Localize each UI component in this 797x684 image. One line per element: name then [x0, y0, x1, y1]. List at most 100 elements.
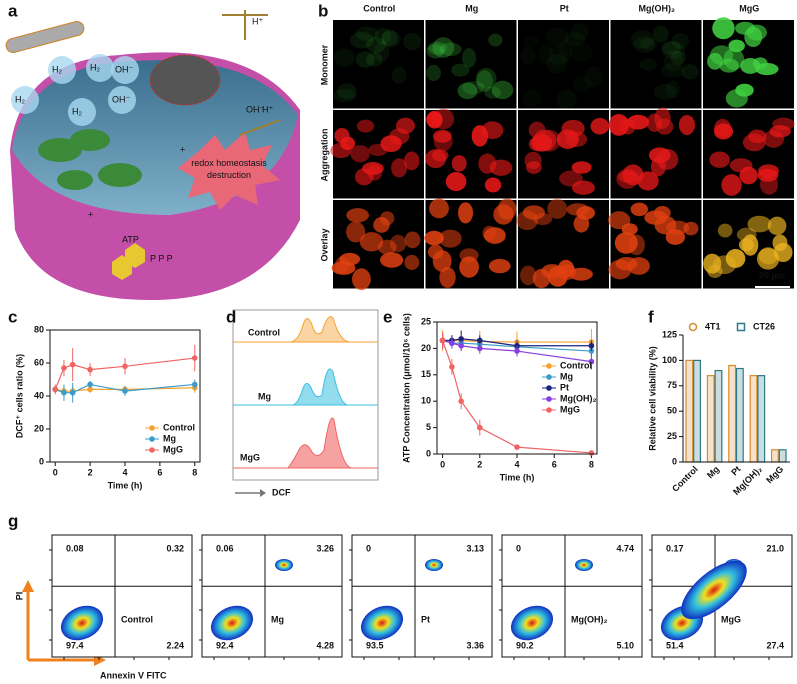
scale-label: 20 μm: [759, 270, 785, 280]
point: [458, 336, 464, 342]
cell: [546, 53, 568, 74]
cell: [433, 131, 453, 152]
point: [476, 345, 483, 352]
legend-label: MgG: [560, 404, 580, 414]
cell: [374, 28, 391, 45]
cell: [334, 48, 355, 67]
point: [514, 348, 520, 354]
nucleus: [149, 54, 221, 106]
point: [476, 424, 483, 431]
cell: [356, 119, 375, 133]
cell: [439, 266, 456, 288]
cell: [648, 147, 671, 163]
y-tick-label: 20: [34, 423, 44, 433]
cell: [482, 225, 497, 241]
mitochondrion: [98, 163, 142, 187]
density: [425, 559, 443, 571]
point: [52, 386, 59, 393]
cell: [522, 89, 542, 108]
cell: [366, 36, 387, 54]
cell: [351, 268, 371, 291]
panel-letter: e: [383, 307, 392, 326]
cell: [653, 25, 669, 43]
cell: [630, 202, 648, 217]
plot-frame: [49, 329, 201, 463]
point: [588, 348, 595, 354]
cell: [432, 250, 452, 272]
legend-label: Control: [560, 360, 592, 370]
point: [588, 358, 595, 365]
x-tick-label: 2: [477, 459, 482, 469]
histogram: [291, 368, 349, 406]
cell: [377, 239, 397, 255]
illustration-label: H⁺: [252, 16, 263, 26]
balance: [239, 119, 281, 136]
x-tick-label: 8: [589, 459, 594, 469]
cell: [773, 242, 793, 263]
point: [87, 381, 93, 388]
density: [575, 559, 593, 571]
cell: [462, 48, 477, 68]
y-tick-label: 50: [667, 406, 677, 416]
y-tick-label: 15: [421, 369, 431, 379]
point: [514, 444, 520, 450]
cell: [760, 174, 779, 195]
bubble: [111, 56, 139, 84]
legend-marker: [149, 436, 155, 442]
d-label: Control: [248, 327, 280, 337]
g-y-label: PI: [14, 592, 24, 601]
d-x-label: DCF: [272, 487, 291, 497]
illustration-label: H₂: [52, 64, 62, 74]
row-label: Aggregation: [319, 129, 329, 182]
cell: [665, 229, 686, 245]
cell: [670, 50, 686, 65]
cell: [475, 67, 497, 89]
cell: [445, 172, 467, 192]
legend-marker: [546, 363, 552, 369]
plot-frame: [436, 321, 598, 455]
cell: [497, 198, 517, 220]
g-x-label: Annexin V FITC: [100, 670, 167, 680]
column-header: Pt: [560, 3, 569, 13]
cell: [746, 24, 768, 41]
cell: [459, 256, 479, 278]
cell: [628, 234, 645, 256]
legend-label: 4T1: [705, 321, 721, 331]
panel-letter: b: [318, 1, 328, 20]
bubble: [11, 86, 39, 114]
cell: [339, 252, 361, 266]
cell: [736, 227, 757, 242]
cell: [714, 118, 732, 138]
cell: [429, 198, 449, 219]
x-tick-label: 8: [192, 467, 197, 477]
cell: [427, 41, 447, 55]
density: [275, 559, 293, 571]
cross: +: [88, 209, 93, 219]
cell: [523, 35, 540, 47]
cell: [381, 30, 401, 48]
legend-label: Control: [163, 422, 195, 432]
cell: [707, 52, 723, 70]
cell: [608, 211, 631, 230]
column-header: Mg: [465, 3, 478, 13]
density: [510, 605, 554, 641]
cell: [389, 234, 407, 253]
x-tick-label: 4: [122, 467, 127, 477]
cell: [758, 164, 779, 178]
cell: [717, 223, 733, 238]
legend-marker: [546, 396, 552, 402]
cell: [570, 23, 589, 41]
cell: [559, 170, 583, 187]
illustration-label: H₂: [90, 62, 100, 72]
illustration-label: redox homeostasis destruction: [191, 158, 267, 180]
y-tick-label: 25: [421, 316, 431, 326]
cell: [432, 37, 455, 58]
bar: [770, 449, 779, 463]
quadrant-value: 92.4: [216, 640, 234, 650]
sample-name: Pt: [421, 614, 430, 624]
point: [439, 337, 446, 344]
cell: [362, 162, 384, 175]
cell: [355, 51, 375, 68]
cell: [683, 221, 699, 236]
cell: [488, 33, 503, 47]
